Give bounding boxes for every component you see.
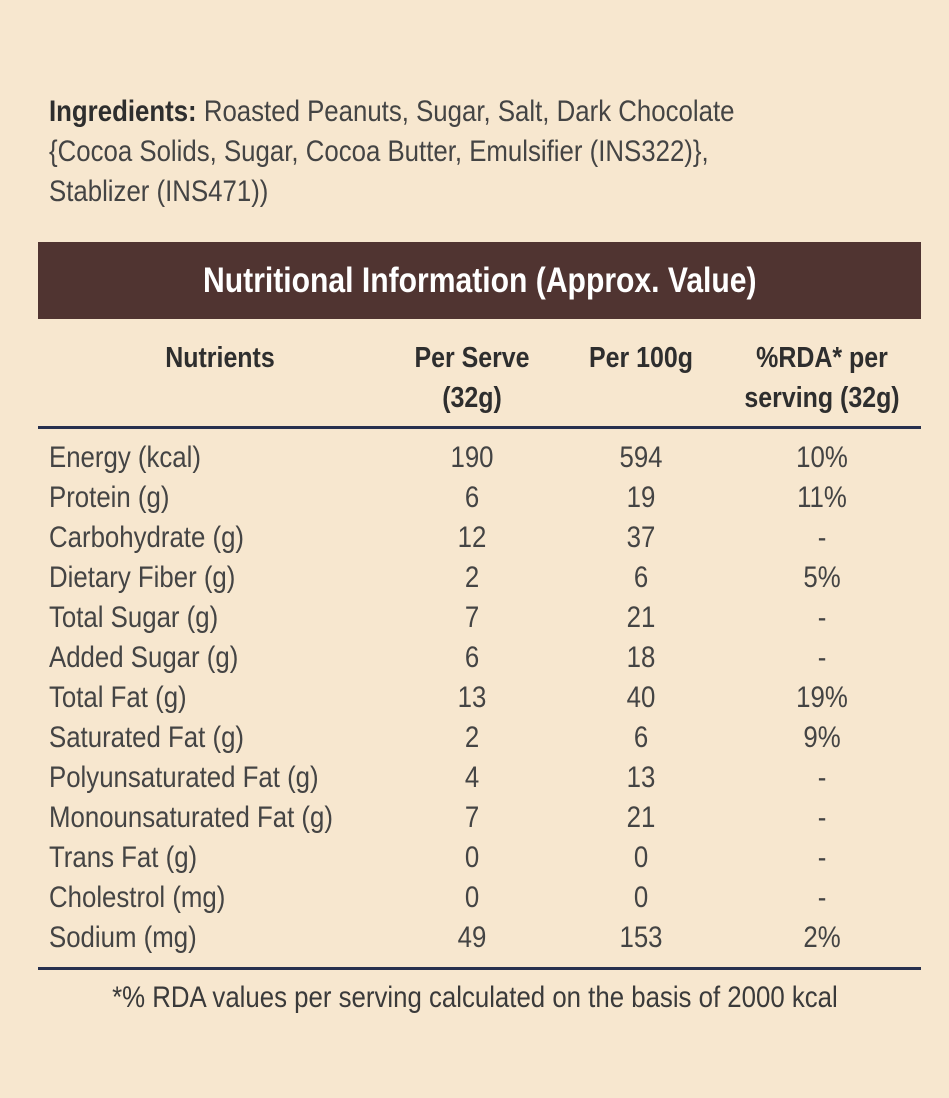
table-row: Added Sugar (g) 6 18 - [0, 638, 949, 678]
rda-footnote: *% RDA values per serving calculated on … [0, 978, 949, 1018]
nutrient-name: Sodium (mg) [49, 921, 197, 954]
footer-rule [38, 967, 921, 970]
header-rule [38, 426, 921, 429]
per-100g-value: 0 [633, 881, 649, 914]
per-serve-value: 6 [464, 641, 480, 674]
per-serve-value: 7 [464, 601, 480, 634]
per-100g-value: 21 [626, 801, 656, 834]
nutrient-name: Protein (g) [49, 481, 170, 514]
table-row: Energy (kcal) 190 594 10% [0, 438, 949, 478]
rda-value: 19% [796, 681, 848, 714]
nutrient-name: Dietary Fiber (g) [49, 561, 236, 594]
per-100g-value: 21 [626, 601, 656, 634]
nutrition-title-banner: Nutritional Information (Approx. Value) [38, 242, 921, 319]
ingredients-label: Ingredients: [49, 95, 197, 128]
per-serve-value: 6 [464, 481, 480, 514]
table-row: Trans Fat (g) 0 0 - [0, 838, 949, 878]
table-row: Monounsaturated Fat (g) 7 21 - [0, 798, 949, 838]
nutrition-title: Nutritional Information (Approx. Value) [202, 260, 757, 300]
per-serve-value: 2 [464, 561, 480, 594]
nutrient-name: Carbohydrate (g) [49, 521, 245, 554]
nutrient-name: Polyunsaturated Fat (g) [49, 761, 319, 794]
header-rda: %RDA* per serving (32g) [744, 342, 900, 414]
rda-footnote-text: *% RDA values per serving calculated on … [111, 981, 838, 1014]
table-row: Carbohydrate (g) 12 37 - [0, 518, 949, 558]
per-100g-value: 6 [633, 561, 649, 594]
table-row: Sodium (mg) 49 153 2% [0, 918, 949, 958]
rda-value: - [817, 761, 827, 794]
table-row: Total Sugar (g) 7 21 - [0, 598, 949, 638]
nutrient-name: Total Sugar (g) [49, 601, 219, 634]
per-serve-value: 2 [464, 721, 480, 754]
rda-value: - [817, 601, 827, 634]
rda-value: 9% [803, 721, 841, 754]
rda-value: - [817, 521, 827, 554]
nutrient-name: Trans Fat (g) [49, 841, 198, 874]
per-serve-value: 49 [457, 921, 487, 954]
per-serve-value: 0 [464, 881, 480, 914]
per-serve-value: 4 [464, 761, 480, 794]
table-row: Polyunsaturated Fat (g) 4 13 - [0, 758, 949, 798]
per-serve-value: 0 [464, 841, 480, 874]
per-100g-value: 37 [626, 521, 656, 554]
table-row: Protein (g) 6 19 11% [0, 478, 949, 518]
rda-value: - [817, 841, 827, 874]
rda-value: 5% [803, 561, 841, 594]
per-100g-value: 0 [633, 841, 649, 874]
table-row: Dietary Fiber (g) 2 6 5% [0, 558, 949, 598]
per-100g-value: 19 [626, 481, 656, 514]
table-row: Cholestrol (mg) 0 0 - [0, 878, 949, 918]
rda-value: 11% [797, 481, 847, 514]
nutrition-rows: Energy (kcal) 190 594 10% Protein (g) 6 19 11% C… [0, 438, 949, 958]
table-row: Total Fat (g) 13 40 19% [0, 678, 949, 718]
rda-value: - [817, 801, 827, 834]
nutrient-name: Total Fat (g) [49, 681, 187, 714]
rda-value: - [817, 881, 827, 914]
per-serve-value: 12 [457, 521, 487, 554]
nutrient-name: Added Sugar (g) [49, 641, 239, 674]
rda-value: 2% [803, 921, 841, 954]
per-serve-value: 7 [464, 801, 480, 834]
per-100g-value: 153 [619, 921, 663, 954]
ingredients-text: Ingredients: Roasted Peanuts, Sugar, Sal… [49, 92, 789, 212]
nutrient-name: Saturated Fat (g) [49, 721, 245, 754]
nutrient-name: Energy (kcal) [49, 441, 201, 474]
nutrient-name: Monounsaturated Fat (g) [49, 801, 333, 834]
header-per-serve: Per Serve (32g) [414, 342, 530, 414]
per-serve-value: 13 [457, 681, 487, 714]
per-serve-value: 190 [450, 441, 494, 474]
per-100g-value: 594 [619, 441, 663, 474]
per-100g-value: 40 [626, 681, 656, 714]
ingredients-list: Roasted Peanuts, Sugar, Salt, Dark Choco… [49, 95, 735, 208]
per-100g-value: 18 [626, 641, 656, 674]
rda-value: - [817, 641, 827, 674]
table-row: Saturated Fat (g) 2 6 9% [0, 718, 949, 758]
rda-value: 10% [796, 441, 848, 474]
header-nutrients: Nutrients [165, 342, 275, 374]
per-100g-value: 13 [626, 761, 656, 794]
per-100g-value: 6 [633, 721, 649, 754]
header-per-100g: Per 100g [588, 342, 693, 374]
nutrient-name: Cholestrol (mg) [49, 881, 226, 914]
